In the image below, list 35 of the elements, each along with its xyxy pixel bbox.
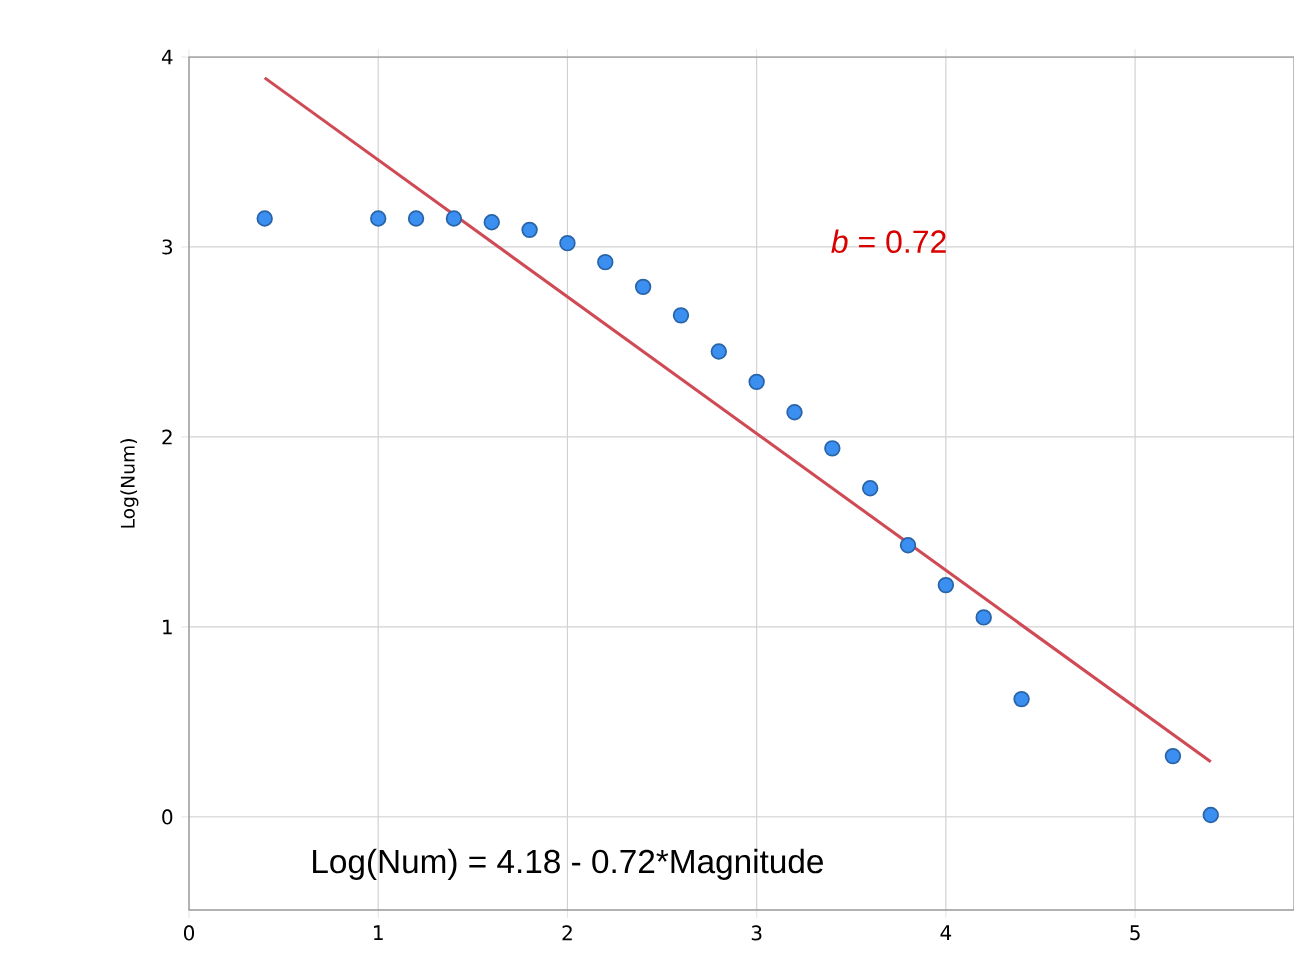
point [786, 404, 803, 421]
point [1202, 806, 1219, 824]
x-tick-label: 4 [940, 925, 952, 940]
annotation: Log(Num) = 4.18 - 0.72*Magnitude [313, 848, 823, 880]
point [899, 537, 917, 554]
point [634, 278, 652, 296]
point [445, 210, 463, 227]
y-axis-title: Log(Num) [120, 439, 139, 528]
point [370, 210, 387, 227]
y-tick-label: 1 [163, 619, 172, 635]
y-tick-label: 0 [162, 809, 173, 825]
point [710, 343, 728, 360]
x-tick-label: 3 [751, 925, 762, 941]
point [521, 221, 538, 239]
x-tick-label: 1 [374, 925, 383, 940]
x-tick-label: 2 [562, 925, 572, 941]
point [407, 210, 425, 227]
x-tick-label: 5 [1130, 925, 1140, 941]
y-tick-label: 3 [162, 239, 173, 255]
point [975, 609, 992, 626]
point [597, 253, 614, 271]
point [483, 214, 500, 231]
y-tick-label: 4 [161, 49, 173, 65]
point [937, 576, 955, 594]
point [1013, 690, 1030, 708]
point [1164, 747, 1182, 765]
y-tick-label: 2 [162, 429, 172, 445]
point [824, 440, 841, 457]
point [861, 480, 879, 497]
x-tick-label: 0 [183, 925, 195, 941]
point [748, 373, 765, 391]
point [672, 307, 690, 324]
point [559, 234, 576, 252]
point [256, 210, 273, 227]
annotation: b = 0.72 [831, 229, 946, 254]
